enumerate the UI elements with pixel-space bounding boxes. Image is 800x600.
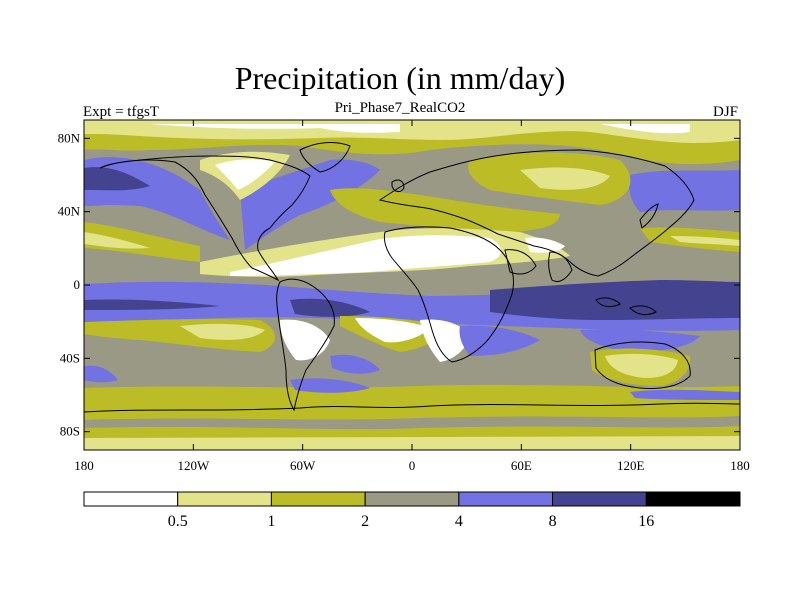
lat-tick-label: 0 (74, 277, 81, 292)
lat-tick-label: 80N (58, 130, 81, 145)
longitude-axis: 180 120W 60W 0 60E 120E 180 (74, 120, 750, 473)
lon-tick-label: 0 (409, 458, 416, 473)
colorbar-label: 4 (455, 513, 463, 530)
colorbar-label: 8 (549, 513, 557, 530)
colorbar-label: 2 (361, 513, 369, 530)
lat-tick-label: 40N (58, 204, 81, 219)
season-label: DJF (712, 104, 738, 120)
colorbar-swatch (270, 491, 366, 507)
lat-tick-label: 40S (60, 350, 80, 365)
lon-tick-label: 120E (617, 458, 645, 473)
colorbar-swatch (364, 491, 460, 507)
colorbar-label: 16 (638, 513, 654, 530)
lon-tick-label: 180 (74, 458, 94, 473)
precipitation-field (84, 120, 740, 450)
coastlines (84, 142, 740, 413)
colorbar: 0.5 1 2 4 8 16 (83, 491, 741, 530)
lon-tick-label: 120W (177, 458, 210, 473)
colorbar-swatch (458, 491, 554, 507)
plot-title: Precipitation (in mm/day) (234, 60, 566, 96)
lon-tick-label: 180 (730, 458, 750, 473)
colorbar-label: 1 (267, 513, 275, 530)
lon-tick-label: 60E (511, 458, 532, 473)
colorbar-label: 0.5 (168, 513, 188, 530)
latitude-axis: 80N 40N 0 40S 80S (58, 130, 740, 439)
plot-subtitle: Pri_Phase7_RealCO2 (334, 100, 466, 116)
lon-tick-label: 60W (290, 458, 316, 473)
lat-tick-label: 80S (60, 424, 80, 439)
experiment-label: Expt = tfgsT (83, 104, 159, 120)
colorbar-swatch (552, 491, 647, 507)
colorbar-swatch (177, 491, 272, 507)
colorbar-swatch (83, 491, 179, 507)
colorbar-swatch (645, 491, 741, 507)
